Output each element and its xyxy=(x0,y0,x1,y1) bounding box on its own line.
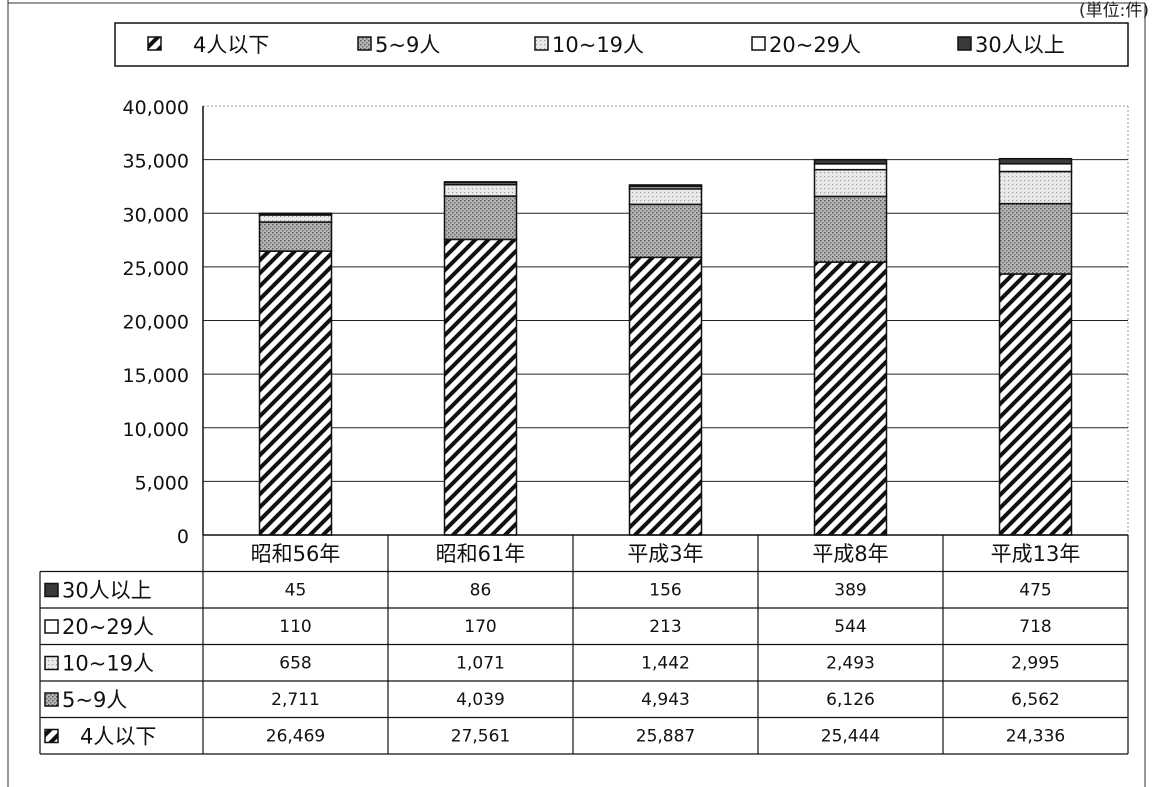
table-legend-swatch xyxy=(44,728,59,744)
y-tick-label: 20,000 xyxy=(123,312,189,334)
table-value: 86 xyxy=(470,581,492,601)
legend-swatch xyxy=(147,36,162,51)
table-row-label: 10~19人 xyxy=(62,652,154,676)
legend-swatch xyxy=(357,36,372,51)
table-legend-swatch xyxy=(44,619,59,634)
table-row-label: 30人以上 xyxy=(62,579,152,603)
table-legend-swatch xyxy=(44,655,59,671)
bar-segment xyxy=(998,202,1073,275)
bar-segment xyxy=(628,203,703,259)
table-value: 26,469 xyxy=(266,727,325,747)
table-value: 1,071 xyxy=(456,654,505,674)
table-value: 24,336 xyxy=(1006,727,1065,747)
y-tick-label: 0 xyxy=(177,526,189,548)
table-value: 2,711 xyxy=(271,690,320,710)
bar-segment xyxy=(813,158,888,165)
x-category-label: 昭和56年 xyxy=(251,542,341,566)
bar-segment xyxy=(813,261,888,536)
x-category-label: 昭和61年 xyxy=(436,542,526,566)
legend-label: 4人以下 xyxy=(193,33,269,57)
x-category-label: 平成8年 xyxy=(812,542,888,566)
bar-segment xyxy=(998,157,1073,165)
table-value: 4,943 xyxy=(641,690,690,710)
bar-segment xyxy=(998,170,1073,205)
bar-segment xyxy=(258,212,333,215)
bar-segment xyxy=(813,163,888,171)
table-row-label: 4人以下 xyxy=(80,725,156,749)
table-value: 170 xyxy=(464,617,496,637)
table-value: 6,562 xyxy=(1011,690,1060,710)
legend-swatch xyxy=(751,36,766,51)
bar-segment xyxy=(443,238,518,536)
bar-segment xyxy=(443,183,518,197)
table-value: 658 xyxy=(279,654,311,674)
table-value: 1,442 xyxy=(641,654,690,674)
bar-segment xyxy=(258,250,333,536)
legend-label: 10~19人 xyxy=(552,33,644,57)
bar-segment xyxy=(998,273,1073,536)
table-value: 718 xyxy=(1019,617,1051,637)
bar-segment xyxy=(998,163,1073,173)
unit-label: (単位:件) xyxy=(1079,1,1149,21)
table-value: 6,126 xyxy=(826,690,875,710)
bar-segment xyxy=(628,188,703,206)
table-value: 4,039 xyxy=(456,690,505,710)
bar-segment xyxy=(813,195,888,263)
table-value: 156 xyxy=(649,581,681,601)
bar-segment xyxy=(258,221,333,252)
table-row-label: 20~29人 xyxy=(62,615,154,639)
y-tick-label: 15,000 xyxy=(123,365,189,387)
table-row-label: 5~9人 xyxy=(62,688,127,712)
table-value: 544 xyxy=(834,617,866,637)
bar-segment xyxy=(628,256,703,536)
table-value: 110 xyxy=(279,617,311,637)
table-value: 389 xyxy=(834,581,866,601)
y-tick-label: 25,000 xyxy=(123,258,189,280)
table-value: 213 xyxy=(649,617,681,637)
bar-segment xyxy=(443,181,518,184)
y-tick-label: 40,000 xyxy=(123,97,189,119)
bar-segment xyxy=(258,214,333,223)
x-category-label: 平成13年 xyxy=(991,542,1081,566)
table-value: 27,561 xyxy=(451,727,510,747)
legend-label: 30人以上 xyxy=(975,33,1065,57)
legend-swatch xyxy=(534,36,549,51)
table-value: 45 xyxy=(285,581,307,601)
table-value: 2,493 xyxy=(826,654,875,674)
y-tick-label: 5,000 xyxy=(135,472,189,494)
table-legend-swatch xyxy=(44,692,59,707)
y-tick-label: 30,000 xyxy=(123,204,189,226)
legend-swatch xyxy=(957,36,972,51)
bar-segment xyxy=(628,184,703,188)
table-value: 475 xyxy=(1019,581,1051,601)
bar-segment xyxy=(813,168,888,198)
legend-label: 20~29人 xyxy=(769,33,861,57)
y-tick-label: 10,000 xyxy=(123,419,189,441)
table-value: 25,444 xyxy=(821,727,880,747)
bar-segment xyxy=(443,195,518,241)
table-legend-swatch xyxy=(44,582,59,598)
legend-label: 5~9人 xyxy=(375,33,440,57)
y-tick-label: 35,000 xyxy=(123,151,189,173)
table-value: 2,995 xyxy=(1011,654,1060,674)
x-category-label: 平成3年 xyxy=(627,542,703,566)
table-value: 25,887 xyxy=(636,727,695,747)
